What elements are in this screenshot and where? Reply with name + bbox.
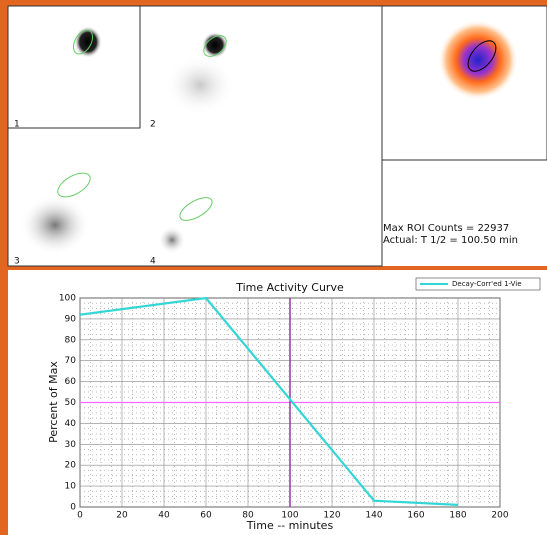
- roi-info: Actual: T 1/2 = 100.50 min: [383, 235, 518, 246]
- x-tick-label: 80: [242, 511, 254, 521]
- roi-info: Max ROI Counts = 22937: [383, 223, 509, 234]
- x-axis-label: Time -- minutes: [246, 519, 334, 532]
- uptake: [158, 226, 186, 254]
- x-tick-label: 0: [77, 511, 83, 521]
- panel-label: 2: [150, 120, 156, 130]
- chart-title: Time Activity Curve: [235, 281, 344, 294]
- panel-label: 4: [150, 257, 156, 267]
- x-tick-label: 180: [449, 511, 466, 521]
- uptake: [20, 195, 90, 255]
- x-tick-label: 140: [365, 511, 382, 521]
- panel-label: 3: [14, 257, 20, 267]
- x-tick-label: 200: [491, 511, 508, 521]
- y-tick-label: 80: [65, 335, 77, 345]
- x-tick-label: 100: [281, 511, 298, 521]
- y-tick-label: 60: [65, 377, 77, 387]
- legend-box: [415, 277, 541, 291]
- y-tick-label: 0: [70, 503, 76, 513]
- roi: [467, 40, 497, 72]
- roi: [73, 29, 93, 55]
- x-tick-label: 120: [323, 511, 340, 521]
- chart: Time Activity Curve Time -- minutes Perc…: [47, 277, 541, 532]
- x-tick-label: 20: [116, 511, 128, 521]
- uptake: [165, 55, 235, 115]
- x-tick-label: 160: [407, 511, 424, 521]
- data-line: [79, 296, 459, 507]
- y-tick-label: 90: [65, 314, 77, 324]
- y-tick-label: 30: [65, 440, 77, 450]
- y-tick-label: 40: [65, 419, 77, 429]
- y-tick-label: 70: [65, 356, 77, 366]
- roi: [179, 197, 213, 221]
- heatmap: [438, 20, 518, 100]
- grid-frame: [7, 5, 383, 267]
- roi: [57, 172, 91, 198]
- uptake: [74, 26, 102, 58]
- panel-label: 1: [14, 120, 20, 130]
- y-axis-label: Percent of Max: [47, 361, 60, 443]
- y-tick-label: 10: [65, 482, 77, 492]
- x-tick-label: 60: [200, 511, 212, 521]
- y-tick-label: 20: [65, 461, 77, 471]
- y-tick-label: 100: [59, 294, 76, 304]
- x-tick-label: 40: [158, 511, 170, 521]
- legend-label: Decay-Corr'ed 1-Vie: [452, 280, 522, 288]
- roi: [203, 35, 227, 57]
- y-tick-label: 50: [65, 398, 77, 408]
